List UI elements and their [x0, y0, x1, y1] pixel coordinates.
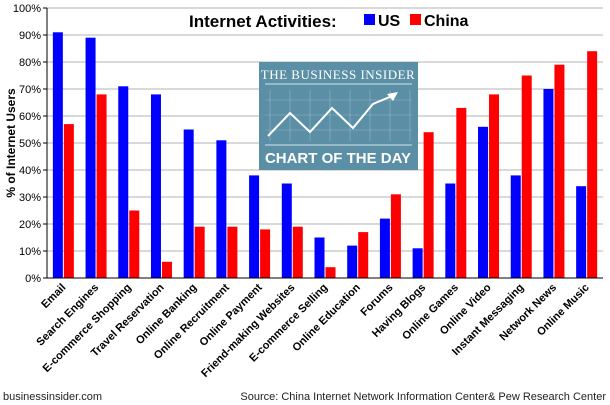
bar-china [358, 232, 369, 278]
bar-us [216, 140, 227, 278]
bar-us [478, 126, 489, 278]
bar-china [227, 226, 238, 278]
bar-us [445, 183, 456, 278]
bar-china [390, 194, 401, 278]
bar-us [183, 129, 194, 278]
bar-china [63, 124, 74, 278]
y-tick-label: 80% [19, 57, 41, 69]
y-axis-label: % of Internet Users [4, 88, 18, 198]
badge-background [259, 62, 418, 170]
bar-us [347, 245, 358, 278]
chart-title: Internet Activities: [189, 12, 337, 31]
legend-label-us: US [378, 13, 401, 30]
y-tick-label: 90% [19, 30, 41, 42]
bar-china [521, 75, 532, 278]
legend: Internet Activities: US China [189, 12, 469, 31]
y-tick-label: 20% [19, 219, 41, 231]
badge-top-text: THE BUSINESS INSIDER [261, 67, 415, 82]
bars [52, 32, 598, 279]
bar-us [52, 32, 63, 278]
bar-us [118, 86, 129, 278]
y-tick-label: 30% [19, 192, 41, 204]
bar-us [576, 186, 587, 278]
legend-swatch-us [364, 14, 375, 25]
bar-us [281, 183, 292, 278]
legend-label-china: China [424, 13, 469, 30]
y-tick-label: 50% [19, 138, 41, 150]
bar-us [85, 37, 96, 279]
bar-china [161, 261, 172, 278]
bar-china [554, 64, 565, 278]
x-tick-label: Email [39, 282, 68, 311]
bar-china [489, 94, 500, 279]
bar-us [249, 175, 260, 278]
legend-swatch-china [410, 14, 421, 25]
y-axis-ticks: 0% 10% 20% 30% 40% 50% 60% 70% 80% 90% 100% [13, 3, 47, 285]
y-tick-label: 40% [19, 165, 41, 177]
footer-source-site: businessinsider.com [3, 391, 102, 403]
bar-china [194, 226, 205, 278]
bar-china [292, 226, 303, 278]
bar-china [456, 107, 467, 279]
y-tick-label: 70% [19, 84, 41, 96]
x-tick-label: Network News [497, 282, 559, 344]
bar-us [150, 94, 161, 279]
bar-china [96, 94, 107, 279]
badge-trend-line-icon [267, 95, 393, 137]
bar-china [325, 267, 336, 278]
bar-us [379, 218, 390, 278]
bar-china [423, 132, 434, 278]
bar-us [510, 175, 521, 278]
bar-us [543, 89, 554, 278]
bar-china [260, 229, 271, 278]
bar-us [314, 237, 325, 278]
chart-of-the-day-badge: THE BUSINESS INSIDER CHART OF THE DAY [259, 62, 418, 170]
y-tick-label: 0% [25, 273, 41, 285]
y-tick-label: 60% [19, 111, 41, 123]
y-tick-label: 10% [19, 246, 41, 258]
bar-us [412, 248, 423, 278]
y-tick-label: 100% [13, 3, 41, 15]
badge-bottom-text: CHART OF THE DAY [265, 150, 411, 167]
bar-china [129, 210, 140, 278]
footer-source-credit: Source: China Internet Network Informati… [240, 391, 606, 403]
bar-china [587, 51, 598, 279]
badge-arrow-icon [387, 92, 398, 101]
